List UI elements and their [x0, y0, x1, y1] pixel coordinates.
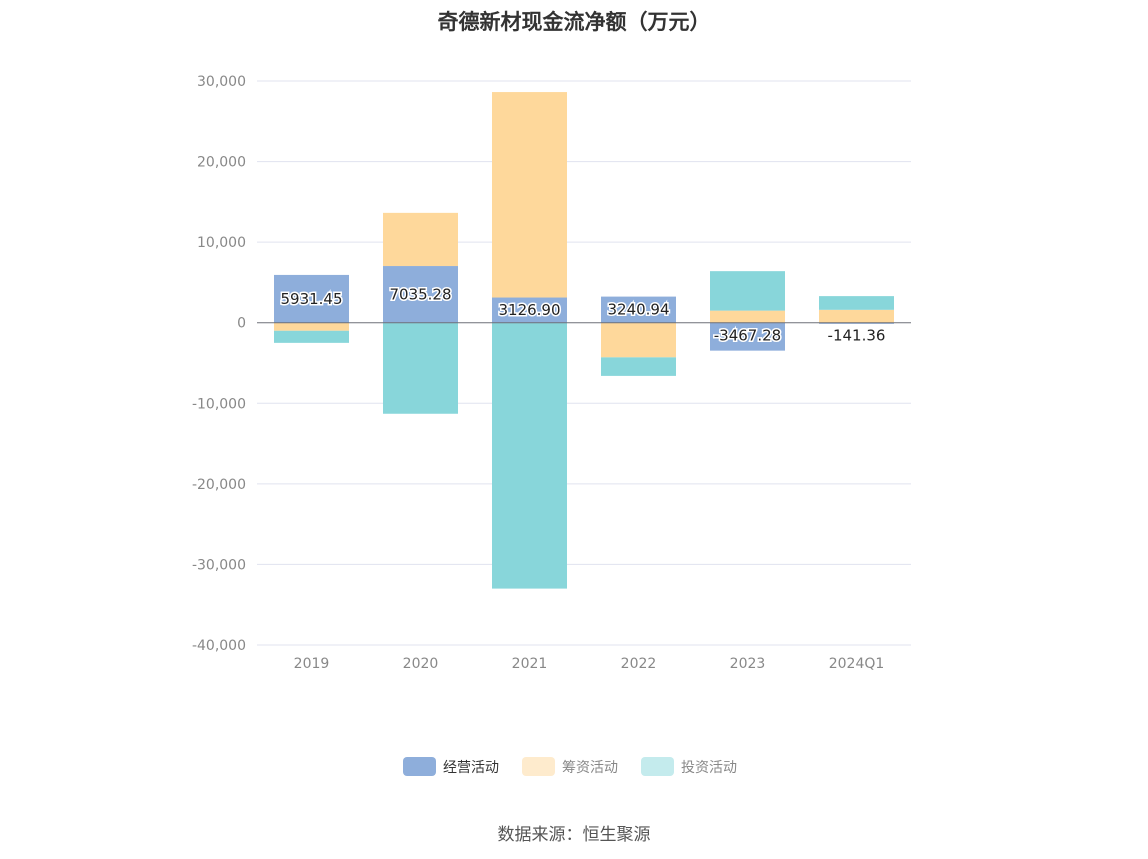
y-tick-label: -20,000	[192, 477, 246, 493]
y-tick-label: -10,000	[192, 396, 246, 412]
data-label: 3240.94	[607, 301, 669, 319]
x-tick-label: 2024Q1	[829, 656, 885, 672]
legend-swatch	[522, 757, 555, 776]
bar-segment[interactable]	[710, 310, 785, 323]
y-tick-label: 10,000	[197, 235, 246, 251]
bar-segment[interactable]	[274, 274, 349, 323]
bar-segment[interactable]	[819, 309, 894, 323]
axis-layer: 30,000 20,000 10,000 0 -10,000 -20,000 -30,000…	[192, 74, 911, 672]
bar-segment[interactable]	[492, 92, 567, 298]
chart-title: 奇德新材现金流净额（万元）	[437, 10, 711, 34]
source-note: 数据来源：恒生聚源	[497, 825, 651, 845]
bar-segment[interactable]	[819, 296, 894, 310]
bar-layer	[274, 92, 894, 589]
legend-swatch	[641, 757, 674, 776]
x-tick-label: 2022	[621, 656, 657, 672]
legend-item[interactable]: 筹资活动	[522, 757, 618, 776]
data-label: -141.36	[828, 327, 886, 345]
bar-segment[interactable]	[819, 322, 894, 324]
label-layer: 5931.45 7035.28 3126.90 3240.94 -3467.28 -141…	[279, 284, 887, 346]
bar-segment[interactable]	[383, 212, 458, 267]
x-tick-label: 2019	[294, 656, 330, 672]
bar-segment[interactable]	[492, 322, 567, 589]
bar-segment[interactable]	[274, 330, 349, 343]
x-tick-label: 2020	[403, 656, 439, 672]
y-tick-label: -40,000	[192, 638, 246, 654]
legend-label: 经营活动	[443, 760, 499, 776]
bar-segment[interactable]	[383, 266, 458, 323]
bar-segment[interactable]	[710, 271, 785, 311]
y-tick-label: 20,000	[197, 155, 246, 171]
bar-segment[interactable]	[383, 322, 458, 414]
bar-segment[interactable]	[710, 322, 785, 351]
bar-segment[interactable]	[601, 357, 676, 376]
legend-item[interactable]: 投资活动	[641, 757, 737, 776]
y-tick-label: -30,000	[192, 557, 246, 573]
data-label: 3126.90	[498, 301, 560, 319]
bar-segment[interactable]	[274, 322, 349, 331]
x-tick-label: 2021	[512, 656, 548, 672]
legend-item[interactable]: 经营活动	[403, 757, 499, 776]
legend-swatch	[403, 757, 436, 776]
bar-segment[interactable]	[601, 296, 676, 323]
data-label: 7035.28	[389, 285, 451, 303]
legend[interactable]: 经营活动 筹资活动 投资活动	[403, 757, 737, 776]
bar-segment[interactable]	[601, 322, 676, 358]
y-tick-label: 30,000	[197, 74, 246, 90]
bar-segment[interactable]	[492, 297, 567, 323]
y-tick-label: 0	[237, 316, 246, 332]
legend-label: 筹资活动	[562, 759, 618, 776]
data-label: 5931.45	[280, 290, 342, 308]
grid-layer	[257, 80, 911, 646]
x-tick-label: 2023	[730, 656, 766, 672]
data-label: -3467.28	[714, 327, 781, 345]
legend-label: 投资活动	[681, 760, 737, 776]
